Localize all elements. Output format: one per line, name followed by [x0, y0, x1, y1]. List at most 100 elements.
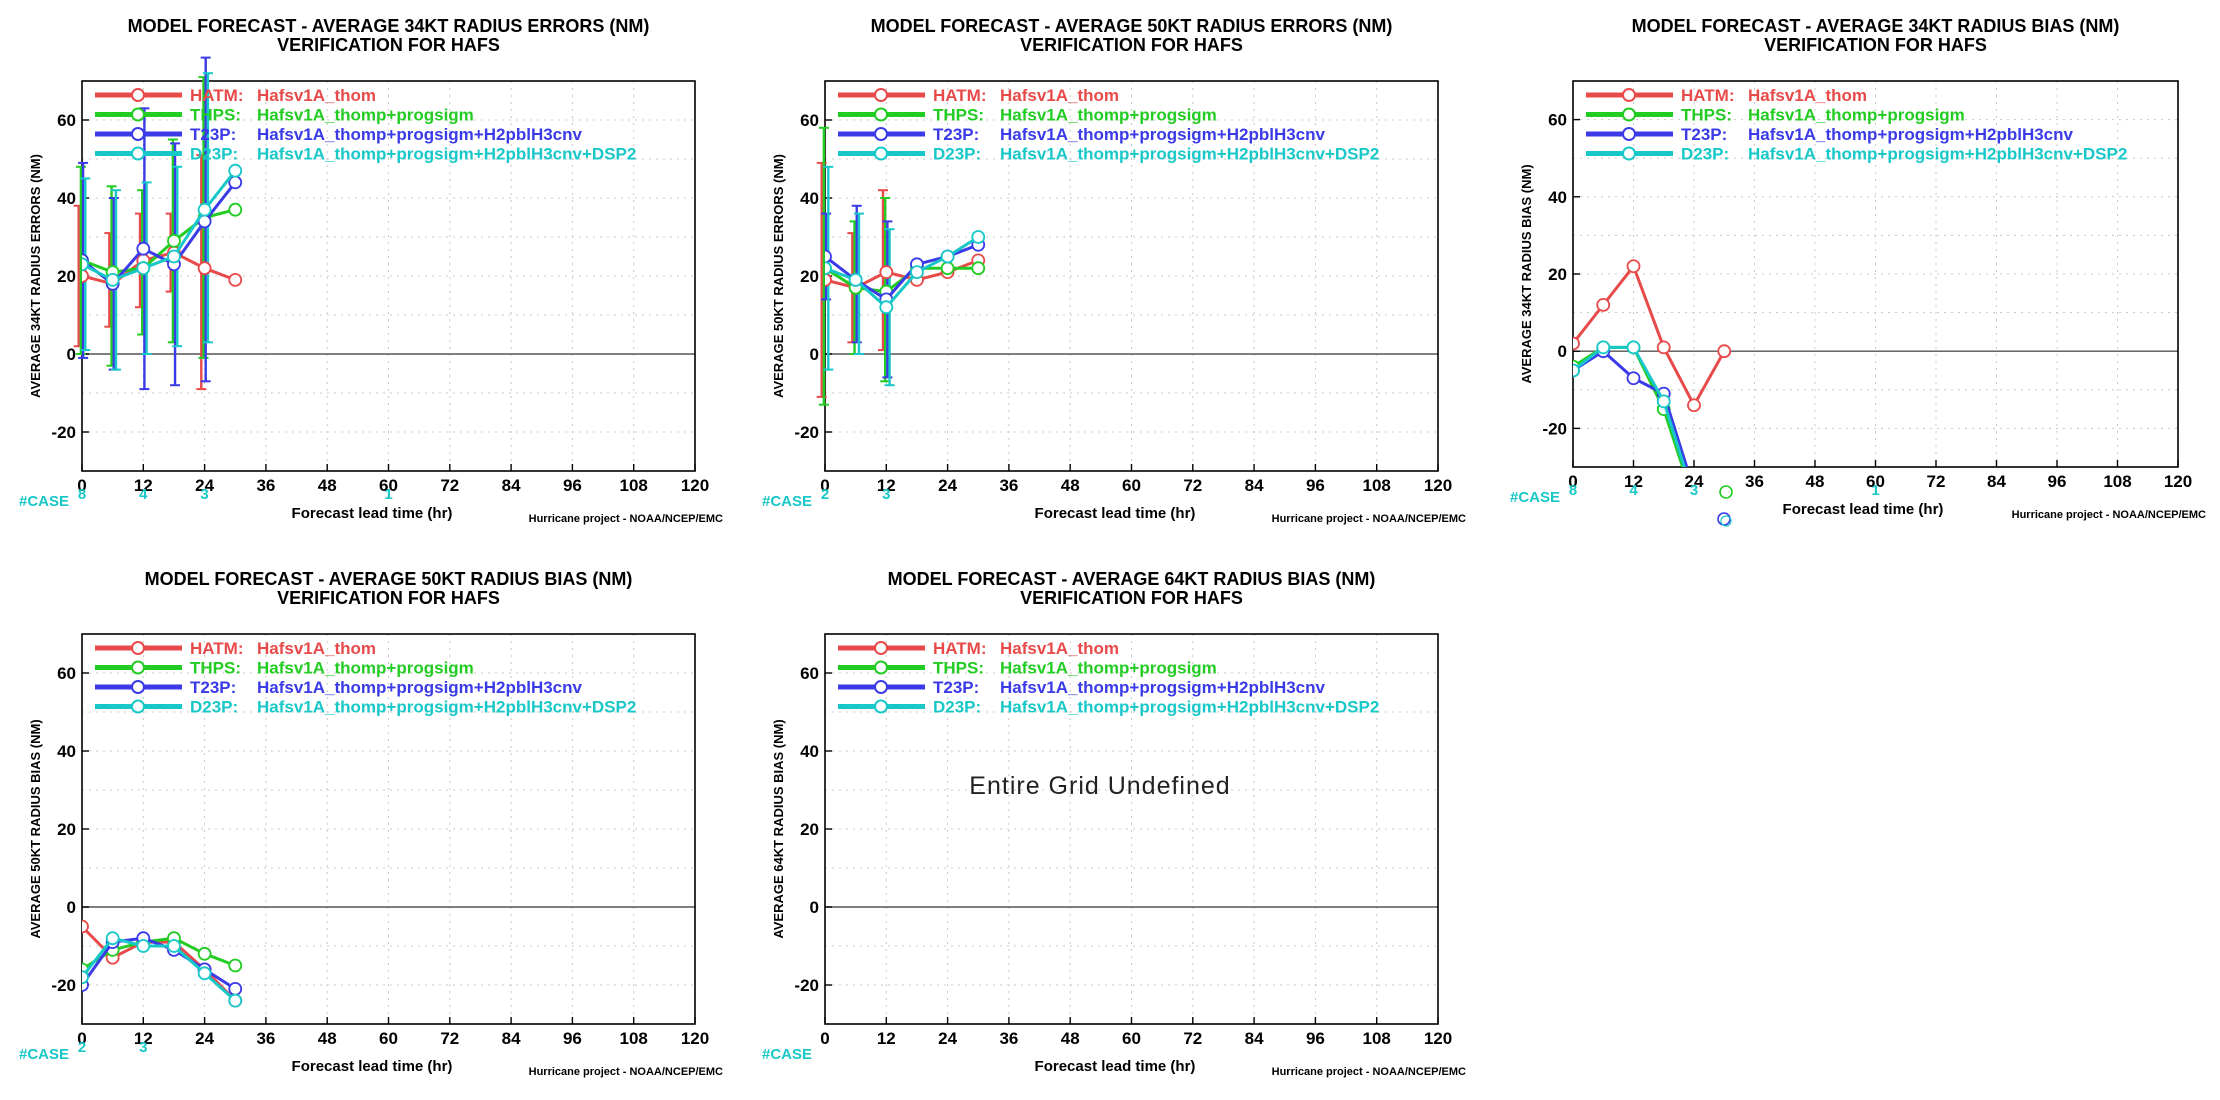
x-axis-label: Forecast lead time (hr) [292, 505, 453, 522]
x-tick-label: 72 [1183, 1029, 1202, 1048]
data-point [228, 202, 243, 217]
x-tick-label: 24 [1685, 472, 1704, 491]
legend-marker [874, 680, 888, 694]
x-tick-label: 96 [1306, 476, 1325, 495]
legend-name: Hafsv1A_thom [1748, 86, 1867, 105]
legend-name: Hafsv1A_thomp+progsigm+H2pblH3cnv [1000, 678, 1326, 697]
legend-code: HATM: [190, 639, 244, 658]
y-tick-label: 60 [800, 664, 819, 683]
data-point [82, 257, 89, 272]
x-tick-label: 48 [318, 1029, 337, 1048]
legend-item-d23p: D23P: Hafsv1A_thomp+progsigm+H2pblH3cnv+D… [838, 698, 1379, 717]
x-tick-label: 72 [440, 1029, 459, 1048]
grid [82, 634, 695, 1024]
data-point [1718, 500, 1730, 512]
legend-marker [874, 699, 888, 714]
y-tick-label: 0 [810, 898, 819, 917]
legend: HATM: Hafsv1A_thom THPS: Hafsv1A_thomp+prog… [95, 86, 636, 164]
series-line [82, 169, 237, 282]
y-tick-label: 40 [57, 742, 76, 761]
legend-item-hatm: HATM: Hafsv1A_thom [95, 639, 376, 658]
data-point [910, 265, 924, 280]
legend-code: T23P: [190, 678, 236, 697]
legend-code: THPS: [190, 106, 241, 125]
credit-label: Hurricane project - NOAA/NCEP/EMC [529, 1066, 723, 1078]
legend-code: THPS: [1681, 106, 1732, 125]
legend-item-t23p: T23P: Hafsv1A_thomp+progsigm+H2pblH3cnv [1586, 125, 2074, 144]
legend-name: Hafsv1A_thom [1000, 86, 1119, 105]
legend-item-hatm: HATM: Hafsv1A_thom [1586, 86, 1867, 105]
y-tick-label: -20 [1542, 419, 1567, 438]
legend-name: Hafsv1A_thomp+progsigm+H2pblH3cnv+DSP2 [1748, 145, 2127, 164]
chart-subtitle: VERIFICATION FOR HAFS [1764, 35, 1987, 55]
chart-panel-1: MODEL FORECAST - AVERAGE 34KT RADIUS ERR… [19, 16, 723, 525]
x-tick-label: 108 [1363, 476, 1391, 495]
data-point [1717, 344, 1732, 359]
x-tick-label: 36 [999, 1029, 1018, 1048]
legend-item-hatm: HATM: Hafsv1A_thom [838, 639, 1119, 658]
case-count: 4 [139, 486, 148, 503]
legend-name: Hafsv1A_thomp+progsigm+H2pblH3cnv+DSP2 [257, 698, 636, 717]
legend-name: Hafsv1A_thomp+progsigm [1748, 106, 1965, 125]
series-line [1573, 263, 1726, 409]
legend-item-t23p: T23P: Hafsv1A_thomp+progsigm+H2pblH3cnv [838, 125, 1326, 144]
x-tick-label: 12 [877, 476, 896, 495]
data-point [197, 261, 212, 276]
x-tick-label: 96 [563, 476, 582, 495]
data-point [940, 249, 955, 264]
y-tick-label: -20 [794, 423, 819, 442]
case-count: 8 [78, 486, 86, 503]
x-tick-label: 60 [379, 476, 398, 495]
case-count: 8 [1569, 482, 1577, 499]
series-line [82, 936, 237, 1002]
series-line [825, 235, 980, 310]
series-hatm [82, 919, 243, 1008]
legend-marker [131, 641, 145, 655]
legend-code: D23P: [190, 698, 238, 717]
legend-marker [131, 660, 145, 675]
chart-panel-5: MODEL FORECAST - AVERAGE 64KT RADIUS BIA… [762, 569, 1466, 1078]
x-tick-label: 72 [1183, 476, 1202, 495]
data-point [1656, 394, 1671, 409]
legend-item-thps: THPS: Hafsv1A_thomp+progsigm [95, 659, 474, 678]
data-point [82, 970, 89, 985]
case-count: 1 [1871, 482, 1879, 499]
legend-name: Hafsv1A_thomp+progsigm+H2pblH3cnv [1748, 125, 2074, 144]
x-tick-label: 36 [256, 476, 275, 495]
x-tick-label: 48 [1061, 476, 1080, 495]
y-tick-label: 0 [67, 345, 76, 364]
chart-title: MODEL FORECAST - AVERAGE 64KT RADIUS BIA… [888, 569, 1376, 589]
case-count: 3 [200, 486, 208, 503]
x-tick-label: 120 [1424, 476, 1452, 495]
legend-name: Hafsv1A_thom [257, 86, 376, 105]
x-tick-label: 60 [1866, 472, 1885, 491]
credit-label: Hurricane project - NOAA/NCEP/EMC [1272, 1066, 1466, 1078]
y-tick-label: 40 [57, 189, 76, 208]
x-tick-label: 60 [1122, 1029, 1141, 1048]
x-tick-label: 24 [195, 476, 214, 495]
y-tick-label: 20 [1548, 265, 1567, 284]
legend-item-thps: THPS: Hafsv1A_thomp+progsigm [95, 106, 474, 125]
data-point [82, 919, 89, 934]
x-tick-label: 108 [2103, 472, 2131, 491]
x-tick-label: 72 [440, 476, 459, 495]
case-count: 4 [1629, 482, 1638, 499]
data-point [1687, 398, 1701, 413]
data-point [197, 202, 212, 217]
legend-code: HATM: [933, 86, 987, 105]
y-tick-label: -20 [51, 423, 76, 442]
chart-subtitle: VERIFICATION FOR HAFS [277, 588, 500, 608]
credit-label: Hurricane project - NOAA/NCEP/EMC [2012, 509, 2206, 521]
x-tick-label: 36 [256, 1029, 275, 1048]
data-point [1626, 340, 1641, 355]
cases-label: #CASE [1510, 489, 1560, 506]
legend-marker [1622, 127, 1636, 141]
data-point [228, 958, 243, 973]
legend-code: HATM: [1681, 86, 1735, 105]
case-count: 3 [139, 1039, 147, 1056]
data-point [167, 249, 181, 264]
legend-name: Hafsv1A_thomp+progsigm [1000, 106, 1217, 125]
legend-code: HATM: [933, 639, 987, 658]
legend-marker [874, 641, 888, 655]
series-thps [1573, 340, 1685, 467]
